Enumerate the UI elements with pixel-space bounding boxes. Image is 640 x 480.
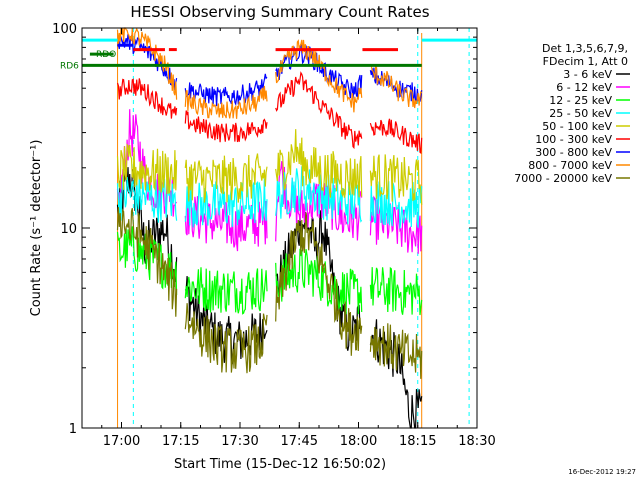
legend-header-0: Det 1,3,5,6,7,9, [542,42,628,55]
y-tick-label-2: 100 [52,22,77,37]
x-axis-label: Start Time (15-Dec-12 16:50:02) [174,457,386,472]
timestamp: 16-Dec-2012 19:27 [568,468,636,476]
x-tick-label-3: 17:45 [281,434,318,449]
x-tick-label-0: 17:00 [103,434,140,449]
series-line-3 [116,166,423,229]
x-tick-label-5: 18:15 [399,434,436,449]
legend-entry-6: 300 - 800 keV [535,146,612,159]
reference-label-1: RDO [96,50,116,60]
legend-entry-1: 6 - 12 keV [556,81,612,94]
series-line-1 [116,109,423,254]
legend-header-1: FDecim 1, Att 0 [543,55,628,68]
axes: 17:00 17:15 17:30 17:45 18:00 18:15 18:30 1 10 10… [52,22,496,449]
y-tick-label-1: 10 [60,222,77,237]
chart-title: HESSI Observing Summary Count Rates [130,3,429,21]
legend-entry-2: 12 - 25 keV [549,94,612,107]
x-tick-label-1: 17:15 [162,434,199,449]
legend: Det 1,3,5,6,7,9,FDecim 1, Att 03 - 6 keV… [514,42,630,185]
legend-entry-8: 7000 - 20000 keV [514,172,612,185]
series-line-4 [116,129,423,205]
x-tick-label-4: 18:00 [340,434,377,449]
legend-entry-4: 50 - 100 keV [542,120,612,133]
series-line-5 [116,71,423,155]
legend-entry-0: 3 - 6 keV [563,68,612,81]
legend-entry-3: 25 - 50 keV [549,107,612,120]
series-line-8 [116,207,423,379]
x-tick-label-6: 18:30 [458,434,495,449]
legend-entry-7: 800 - 7000 keV [528,159,612,172]
series-line-7 [116,27,423,119]
x-tick-label-2: 17:30 [221,434,258,449]
reference-label-0: RD6 [60,61,79,71]
legend-entry-5: 100 - 300 keV [535,133,612,146]
series-line-6 [116,33,423,107]
plot-area: RD6 RDO [60,27,477,429]
y-axis-label: Count Rate (s⁻¹ detector⁻¹) [29,140,44,317]
y-tick-label-0: 1 [69,422,77,437]
